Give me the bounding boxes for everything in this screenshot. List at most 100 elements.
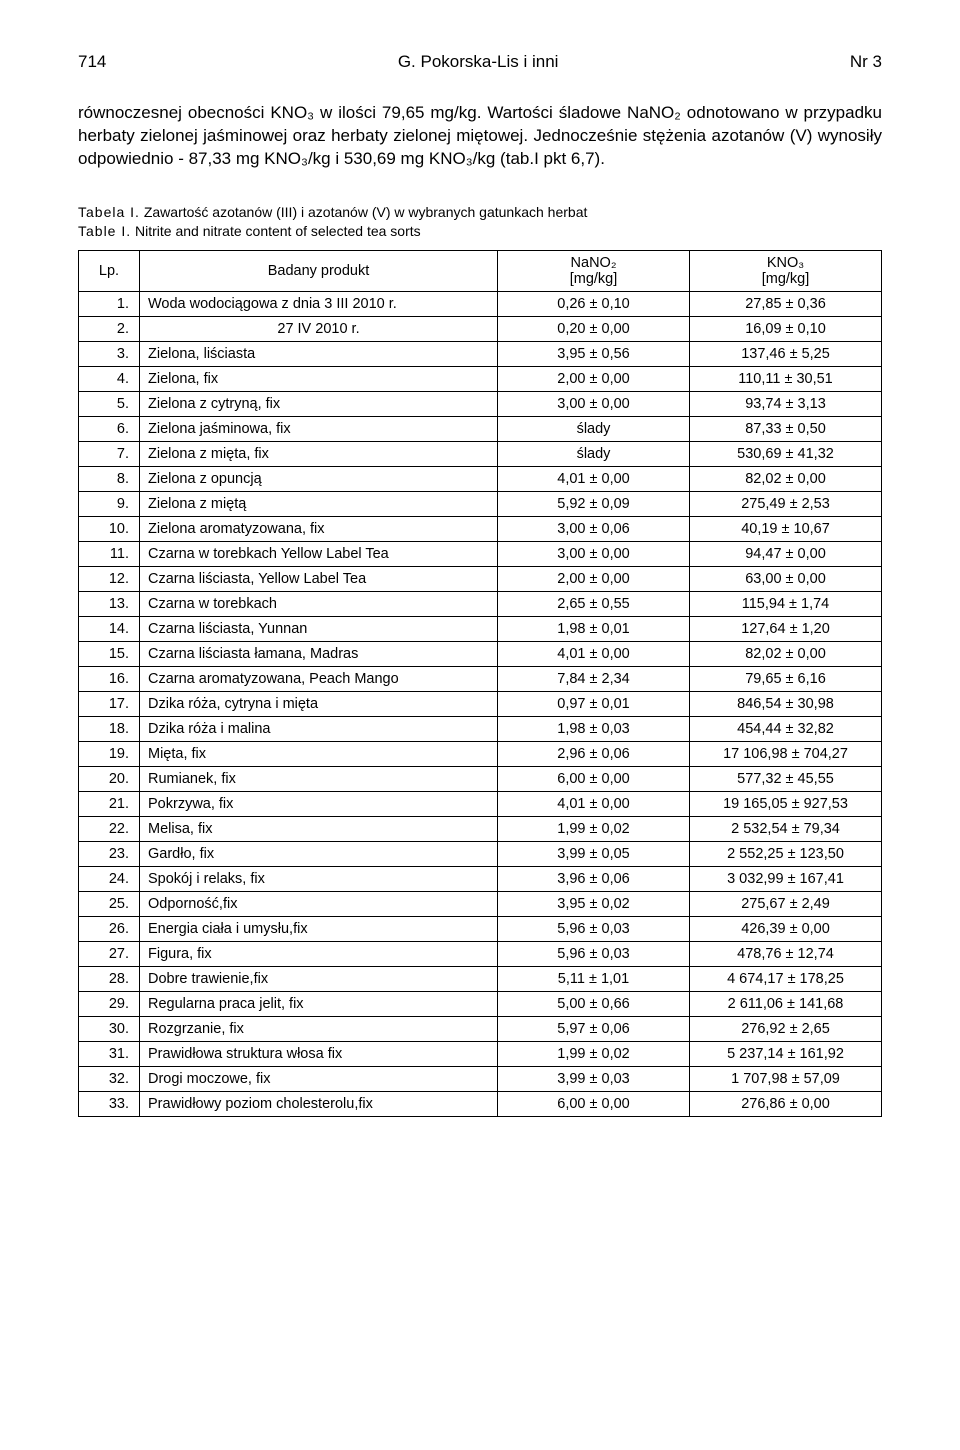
table-row: 30.Rozgrzanie, fix5,97 ± 0,06276,92 ± 2,…: [79, 1017, 882, 1042]
cell-product: Dobre trawienie,fix: [140, 967, 498, 992]
cell-nano2: 4,01 ± 0,00: [498, 792, 690, 817]
cell-kno3: 94,47 ± 0,00: [690, 542, 882, 567]
cell-nano2: 3,95 ± 0,56: [498, 342, 690, 367]
cell-product: Zielona z mięta, fix: [140, 442, 498, 467]
cell-kno3: 17 106,98 ± 704,27: [690, 742, 882, 767]
cell-product: Czarna liściasta, Yunnan: [140, 617, 498, 642]
table-row: 27.Figura, fix5,96 ± 0,03478,76 ± 12,74: [79, 942, 882, 967]
cell-kno3: 82,02 ± 0,00: [690, 467, 882, 492]
cell-nano2: 1,99 ± 0,02: [498, 817, 690, 842]
cell-nano2: 5,11 ± 1,01: [498, 967, 690, 992]
cell-product: Zielona, fix: [140, 367, 498, 392]
cell-product: Pokrzywa, fix: [140, 792, 498, 817]
col-header-nano2: NaNO₂ [mg/kg]: [498, 251, 690, 292]
table-row: 1.Woda wodociągowa z dnia 3 III 2010 r.0…: [79, 292, 882, 317]
cell-kno3: 3 032,99 ± 167,41: [690, 867, 882, 892]
cell-kno3: 454,44 ± 32,82: [690, 717, 882, 742]
cell-kno3: 82,02 ± 0,00: [690, 642, 882, 667]
cell-lp: 29.: [79, 992, 140, 1017]
caption-line-1: Tabela I. Zawartość azotanów (III) i azo…: [78, 203, 882, 223]
cell-lp: 22.: [79, 817, 140, 842]
cell-nano2: ślady: [498, 442, 690, 467]
cell-lp: 15.: [79, 642, 140, 667]
cell-kno3: 530,69 ± 41,32: [690, 442, 882, 467]
cell-product: Energia ciała i umysłu,fix: [140, 917, 498, 942]
cell-lp: 12.: [79, 567, 140, 592]
cell-product: Gardło, fix: [140, 842, 498, 867]
cell-lp: 14.: [79, 617, 140, 642]
cell-nano2: 5,96 ± 0,03: [498, 917, 690, 942]
cell-lp: 1.: [79, 292, 140, 317]
cell-nano2: 2,65 ± 0,55: [498, 592, 690, 617]
page-header-center: G. Pokorska-Lis i inni: [398, 52, 559, 72]
table-row: 11.Czarna w torebkach Yellow Label Tea3,…: [79, 542, 882, 567]
cell-kno3: 276,86 ± 0,00: [690, 1092, 882, 1117]
table-body: 1.Woda wodociągowa z dnia 3 III 2010 r. 0…: [79, 292, 882, 1117]
cell-kno3: 137,46 ± 5,25: [690, 342, 882, 367]
cell-lp: 30.: [79, 1017, 140, 1042]
cell-product: Zielona, liściasta: [140, 342, 498, 367]
table-row: 14.Czarna liściasta, Yunnan1,98 ± 0,0112…: [79, 617, 882, 642]
cell-product: 27 IV 2010 r.: [140, 317, 498, 342]
kno3-unit: [mg/kg]: [698, 271, 873, 287]
cell-kno3: 79,65 ± 6,16: [690, 667, 882, 692]
cell-product: Zielona z miętą: [140, 492, 498, 517]
cell-lp: 10.: [79, 517, 140, 542]
cell-lp: 18.: [79, 717, 140, 742]
cell-product: Figura, fix: [140, 942, 498, 967]
cell-kno3: 27,85 ± 0,36: [690, 292, 882, 317]
cell-product: Woda wodociągowa z dnia 3 III 2010 r.: [140, 292, 498, 317]
page-number-right: Nr 3: [850, 52, 882, 72]
cell-nano2: 3,95 ± 0,02: [498, 892, 690, 917]
table-row: 3.Zielona, liściasta3,95 ± 0,56137,46 ± …: [79, 342, 882, 367]
cell-lp: 9.: [79, 492, 140, 517]
cell-kno3: 4 674,17 ± 178,25: [690, 967, 882, 992]
cell-product: Czarna w torebkach Yellow Label Tea: [140, 542, 498, 567]
cell-product: Dzika róża i malina: [140, 717, 498, 742]
data-table: Lp. Badany produkt NaNO₂ [mg/kg] KNO₃ [m…: [78, 250, 882, 1117]
cell-nano2: 1,98 ± 0,01: [498, 617, 690, 642]
cell-product: Drogi moczowe, fix: [140, 1067, 498, 1092]
table-row: 18.Dzika róża i malina1,98 ± 0,03454,44 …: [79, 717, 882, 742]
cell-kno3: 426,39 ± 0,00: [690, 917, 882, 942]
table-row: 8.Zielona z opuncją4,01 ± 0,0082,02 ± 0,…: [79, 467, 882, 492]
cell-kno3: 115,94 ± 1,74: [690, 592, 882, 617]
cell-kno3: 275,49 ± 2,53: [690, 492, 882, 517]
cell-nano2: 3,99 ± 0,05: [498, 842, 690, 867]
table-row: 2.27 IV 2010 r.0,20 ± 0,0016,09 ± 0,10: [79, 317, 882, 342]
cell-nano2: 4,01 ± 0,00: [498, 467, 690, 492]
cell-kno3: 2 552,25 ± 123,50: [690, 842, 882, 867]
cell-lp: 32.: [79, 1067, 140, 1092]
cell-lp: 31.: [79, 1042, 140, 1067]
cell-nano2: 0,97 ± 0,01: [498, 692, 690, 717]
cell-product: Czarna aromatyzowana, Peach Mango: [140, 667, 498, 692]
cell-lp: 23.: [79, 842, 140, 867]
table-row: 5.Zielona z cytryną, fix3,00 ± 0,0093,74…: [79, 392, 882, 417]
cell-kno3: 87,33 ± 0,50: [690, 417, 882, 442]
table-row: 20.Rumianek, fix6,00 ± 0,00577,32 ± 45,5…: [79, 767, 882, 792]
page-number-left: 714: [78, 52, 106, 72]
cell-kno3: 16,09 ± 0,10: [690, 317, 882, 342]
cell-nano2: 5,92 ± 0,09: [498, 492, 690, 517]
cell-product: Prawidłowy poziom cholesterolu,fix: [140, 1092, 498, 1117]
cell-lp: 27.: [79, 942, 140, 967]
cell-kno3: 577,32 ± 45,55: [690, 767, 882, 792]
body-paragraph: równoczesnej obecności KNO₃ w ilości 79,…: [78, 102, 882, 171]
caption-label-1: Tabela I.: [78, 204, 140, 220]
cell-lp: 26.: [79, 917, 140, 942]
cell-nano2: 1,98 ± 0,03: [498, 717, 690, 742]
cell-lp: 24.: [79, 867, 140, 892]
cell-kno3: 2 611,06 ± 141,68: [690, 992, 882, 1017]
nano2-label: NaNO₂: [506, 255, 681, 271]
table-row: 32.Drogi moczowe, fix3,99 ± 0,031 707,98…: [79, 1067, 882, 1092]
table-row: 23.Gardło, fix3,99 ± 0,052 552,25 ± 123,…: [79, 842, 882, 867]
cell-product: Regularna praca jelit, fix: [140, 992, 498, 1017]
page-header: 714 G. Pokorska-Lis i inni Nr 3: [78, 52, 882, 72]
cell-lp: 20.: [79, 767, 140, 792]
cell-product: Zielona z opuncją: [140, 467, 498, 492]
cell-kno3: 110,11 ± 30,51: [690, 367, 882, 392]
table-row: 12.Czarna liściasta, Yellow Label Tea2,0…: [79, 567, 882, 592]
cell-product: Zielona jaśminowa, fix: [140, 417, 498, 442]
cell-lp: 28.: [79, 967, 140, 992]
cell-lp: 33.: [79, 1092, 140, 1117]
